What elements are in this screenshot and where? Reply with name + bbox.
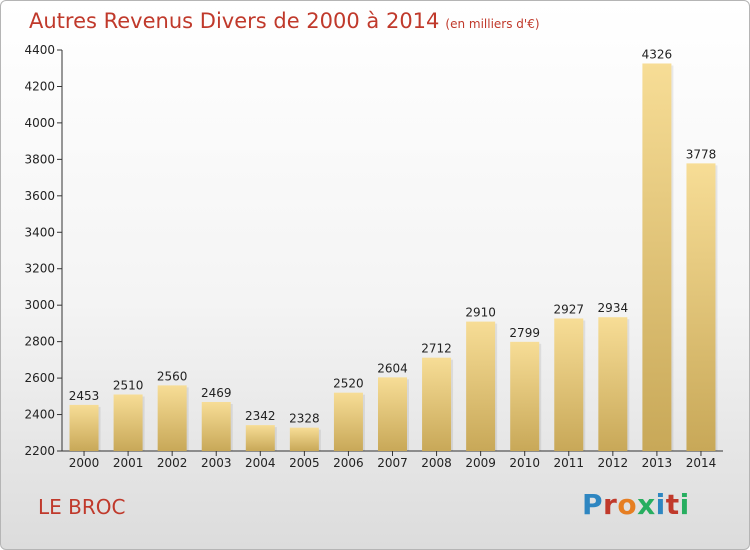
y-tick-label: 2400: [24, 408, 55, 422]
y-axis: 2200 2400 2600 2800 3000 3200 3400 3600 3800 4000…: [24, 43, 63, 458]
y-tick-label: 4000: [24, 116, 55, 130]
bar: [333, 392, 363, 451]
bar: [157, 385, 187, 451]
chart-title: Autres Revenus Divers de 2000 à 2014 (en …: [29, 9, 540, 33]
bar-value-label: 2712: [421, 342, 452, 356]
bar-value-label: 2520: [333, 377, 364, 391]
x-axis: 2000 2001 2002 2003 2004 2005 2006 2007 2008 2009…: [62, 450, 723, 470]
x-tick-label: 2004: [245, 456, 276, 470]
logo-letter: i: [679, 488, 690, 521]
bar-value-label: 2799: [509, 326, 540, 340]
bar-value-label: 2469: [201, 386, 232, 400]
bar-value-label: 2453: [69, 389, 100, 403]
bars: [69, 63, 718, 451]
data-labels: 2453 2510 2560 2469 2342 2328 2520 2604 2712 2910…: [69, 47, 716, 425]
logo-letter: t: [665, 488, 680, 521]
bar: [466, 321, 496, 451]
logo-letter: P: [582, 488, 604, 521]
bar-value-label: 2604: [377, 361, 408, 375]
bar-value-label: 2560: [157, 369, 188, 383]
bar: [686, 163, 716, 451]
x-tick-label: 2012: [598, 456, 629, 470]
y-tick-label: 2800: [24, 335, 55, 349]
y-tick-label: 2600: [24, 371, 55, 385]
x-tick-label: 2010: [509, 456, 540, 470]
y-tick-label: 3600: [24, 189, 55, 203]
x-tick-label: 2013: [642, 456, 673, 470]
title-text: Autres Revenus Divers de 2000 à 2014: [29, 9, 440, 33]
logo-letter: i: [655, 488, 666, 521]
bar: [598, 317, 628, 451]
bar-value-label: 2342: [245, 409, 276, 423]
proxiti-logo: Proxiti: [582, 488, 690, 521]
bar-value-label: 4326: [642, 47, 673, 61]
title-unit: (en milliers d'€): [445, 17, 540, 31]
bar: [201, 401, 231, 451]
bar: [245, 425, 275, 451]
bar: [69, 404, 99, 451]
x-tick-label: 2006: [333, 456, 364, 470]
bar: [510, 341, 540, 451]
bar-value-label: 2927: [553, 302, 584, 316]
bar: [422, 357, 452, 451]
x-tick-label: 2007: [377, 456, 408, 470]
x-tick-label: 2014: [686, 456, 717, 470]
y-tick-label: 3800: [24, 152, 55, 166]
logo-letter: o: [617, 488, 638, 521]
x-tick-label: 2002: [157, 456, 188, 470]
bar-value-label: 3778: [686, 147, 717, 161]
y-tick-label: 3000: [24, 298, 55, 312]
bar-value-label: 2510: [113, 378, 144, 392]
x-tick-label: 2005: [289, 456, 320, 470]
y-tick-label: 4400: [24, 43, 55, 57]
x-tick-label: 2009: [465, 456, 496, 470]
y-tick-label: 3400: [24, 225, 55, 239]
bar: [378, 377, 407, 451]
y-tick-label: 4200: [24, 79, 55, 93]
bar-value-label: 2910: [465, 306, 496, 320]
x-tick-label: 2001: [113, 456, 144, 470]
bar: [642, 63, 672, 451]
bar-value-label: 2934: [598, 301, 629, 315]
bar: [113, 394, 143, 451]
place-name: LE BROC: [38, 495, 126, 519]
x-tick-label: 2008: [421, 456, 452, 470]
x-tick-label: 2000: [69, 456, 100, 470]
bar-value-label: 2328: [289, 412, 320, 426]
logo-letter: x: [637, 488, 656, 521]
bar: [289, 427, 319, 451]
x-tick-label: 2003: [201, 456, 232, 470]
bar: [554, 318, 584, 451]
y-tick-label: 2200: [24, 444, 55, 458]
y-tick-label: 3200: [24, 262, 55, 276]
logo-letter: r: [603, 488, 618, 521]
x-tick-label: 2011: [553, 456, 584, 470]
